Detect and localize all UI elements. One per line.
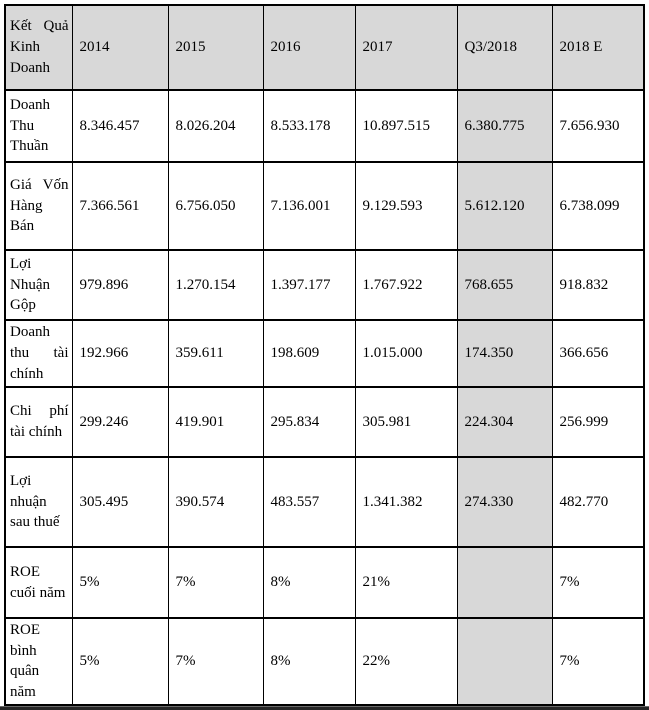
table-cell: 7.136.001 — [262, 161, 356, 251]
header-cell-label: Kết Quả Kinh Doanh — [4, 4, 73, 91]
table-cell: 6.380.775 — [456, 89, 553, 163]
table-cell: 7% — [551, 546, 645, 619]
table-cell: 483.557 — [262, 456, 356, 548]
table-cell: 305.495 — [71, 456, 169, 548]
table-cell: 21% — [354, 546, 458, 619]
table-cell: 7.366.561 — [71, 161, 169, 251]
table-cell: 1.270.154 — [167, 249, 264, 321]
cropped-bottom-bar — [0, 706, 649, 710]
table-cell: 5% — [71, 617, 169, 706]
report-page: Kết Quả Kinh Doanh 2014 2015 2016 2017 Q… — [0, 4, 649, 710]
table-header-row: Kết Quả Kinh Doanh 2014 2015 2016 2017 Q… — [4, 4, 645, 91]
header-cell-2018e: 2018 E — [551, 4, 645, 91]
header-cell-q3-2018: Q3/2018 — [456, 4, 553, 91]
table-cell: 192.966 — [71, 319, 169, 388]
row-label: Chi phí tài chính — [4, 386, 73, 458]
table-cell: 224.304 — [456, 386, 553, 458]
financial-results-table: Kết Quả Kinh Doanh 2014 2015 2016 2017 Q… — [4, 4, 645, 706]
table-cell: 7.656.930 — [551, 89, 645, 163]
table-cell: 9.129.593 — [354, 161, 458, 251]
table-cell: 918.832 — [551, 249, 645, 321]
table-cell: 22% — [354, 617, 458, 706]
row-label: Doanh thu tài chính — [4, 319, 73, 388]
table-cell: 10.897.515 — [354, 89, 458, 163]
row-label: Doanh Thu Thuần — [4, 89, 73, 163]
table-cell: 174.350 — [456, 319, 553, 388]
table-cell: 359.611 — [167, 319, 264, 388]
table-cell: 979.896 — [71, 249, 169, 321]
table-cell: 1.767.922 — [354, 249, 458, 321]
row-label: ROE bình quân năm — [4, 617, 73, 706]
table-cell: 1.015.000 — [354, 319, 458, 388]
header-cell-2014: 2014 — [71, 4, 169, 91]
table-cell: 1.397.177 — [262, 249, 356, 321]
table-cell: 8.026.204 — [167, 89, 264, 163]
table-cell-empty — [456, 546, 553, 619]
table-cell: 305.981 — [354, 386, 458, 458]
table-row-financial-income: Doanh thu tài chính 192.966 359.611 198.… — [4, 319, 645, 388]
row-label: ROE cuối năm — [4, 546, 73, 619]
table-cell: 256.999 — [551, 386, 645, 458]
row-label: Lợi nhuận sau thuế — [4, 456, 73, 548]
table-cell: 6.756.050 — [167, 161, 264, 251]
table-row-financial-expense: Chi phí tài chính 299.246 419.901 295.83… — [4, 386, 645, 458]
table-cell: 295.834 — [262, 386, 356, 458]
table-cell: 390.574 — [167, 456, 264, 548]
table-cell: 1.341.382 — [354, 456, 458, 548]
table-cell: 7% — [551, 617, 645, 706]
row-label: Giá Vốn Hàng Bán — [4, 161, 73, 251]
table-cell: 419.901 — [167, 386, 264, 458]
table-cell-empty — [456, 617, 553, 706]
table-cell: 5.612.120 — [456, 161, 553, 251]
header-cell-2017: 2017 — [354, 4, 458, 91]
table-cell: 5% — [71, 546, 169, 619]
table-cell: 768.655 — [456, 249, 553, 321]
table-row-net-revenue: Doanh Thu Thuần 8.346.457 8.026.204 8.53… — [4, 89, 645, 163]
table-cell: 8.346.457 — [71, 89, 169, 163]
table-cell: 8% — [262, 617, 356, 706]
table-row-cogs: Giá Vốn Hàng Bán 7.366.561 6.756.050 7.1… — [4, 161, 645, 251]
table-cell: 299.246 — [71, 386, 169, 458]
table-row-gross-profit: Lợi Nhuận Gộp 979.896 1.270.154 1.397.17… — [4, 249, 645, 321]
table-cell: 366.656 — [551, 319, 645, 388]
table-cell: 274.330 — [456, 456, 553, 548]
table-cell: 7% — [167, 617, 264, 706]
table-row-net-profit: Lợi nhuận sau thuế 305.495 390.574 483.5… — [4, 456, 645, 548]
table-cell: 8.533.178 — [262, 89, 356, 163]
row-label: Lợi Nhuận Gộp — [4, 249, 73, 321]
table-cell: 6.738.099 — [551, 161, 645, 251]
header-cell-2016: 2016 — [262, 4, 356, 91]
table-cell: 482.770 — [551, 456, 645, 548]
table-cell: 8% — [262, 546, 356, 619]
table-row-roe-year-end: ROE cuối năm 5% 7% 8% 21% 7% — [4, 546, 645, 619]
table-row-roe-average: ROE bình quân năm 5% 7% 8% 22% 7% — [4, 617, 645, 706]
header-cell-2015: 2015 — [167, 4, 264, 91]
table-cell: 198.609 — [262, 319, 356, 388]
table-cell: 7% — [167, 546, 264, 619]
